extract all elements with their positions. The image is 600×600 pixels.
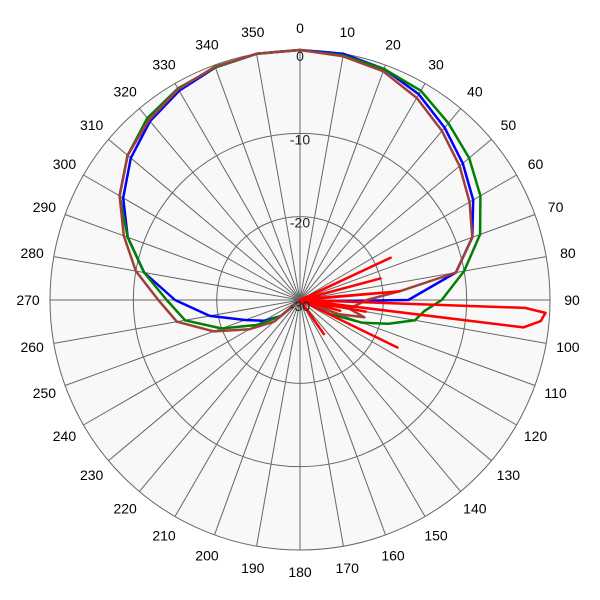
angle-tick-label: 30 bbox=[428, 56, 444, 72]
radial-tick-label: 0 bbox=[296, 48, 304, 64]
grid-spoke bbox=[138, 299, 301, 492]
angle-tick-label: 330 bbox=[152, 56, 176, 72]
grid-spoke bbox=[64, 214, 301, 301]
angle-tick-label: 320 bbox=[113, 84, 137, 100]
grid-spoke bbox=[108, 138, 301, 301]
angle-tick-label: 270 bbox=[16, 292, 40, 308]
angle-tick-label: 90 bbox=[564, 292, 580, 308]
angle-tick-label: 190 bbox=[241, 560, 265, 576]
radial-tick-label: -30 bbox=[290, 298, 310, 314]
angle-tick-label: 0 bbox=[296, 20, 304, 36]
angle-tick-label: 340 bbox=[195, 36, 219, 52]
angle-tick-label: 210 bbox=[152, 528, 176, 544]
grid-spoke bbox=[108, 299, 301, 462]
grid-spoke bbox=[299, 299, 426, 517]
grid-spoke bbox=[174, 299, 301, 517]
series-lines bbox=[118, 48, 547, 349]
grid-spoke bbox=[214, 64, 301, 301]
angle-tick-label: 130 bbox=[497, 467, 521, 483]
angle-tick-label: 230 bbox=[80, 467, 104, 483]
angle-tick-label: 220 bbox=[113, 500, 137, 516]
angle-tick-label: 140 bbox=[463, 500, 487, 516]
angle-tick-labels: 0 10 20 30 40 50 60 70 80 90 100 110 120 130 140 150 160… bbox=[16, 20, 580, 580]
angle-tick-label: 300 bbox=[53, 156, 77, 172]
angle-tick-label: 280 bbox=[20, 245, 44, 261]
angle-tick-label: 250 bbox=[33, 385, 57, 401]
angle-tick-label: 160 bbox=[381, 548, 405, 564]
angle-tick-label: 70 bbox=[548, 199, 564, 215]
grid-spoke bbox=[299, 83, 426, 301]
grid-spoke bbox=[299, 299, 386, 536]
grid-spoke bbox=[299, 299, 344, 547]
angle-tick-label: 100 bbox=[556, 339, 580, 355]
radial-tick-label: -10 bbox=[290, 131, 310, 147]
angle-tick-label: 290 bbox=[33, 199, 57, 215]
angle-tick-label: 180 bbox=[288, 564, 312, 580]
grid-spoke bbox=[256, 299, 301, 547]
angle-tick-label: 60 bbox=[528, 156, 544, 172]
angle-tick-label: 200 bbox=[195, 548, 219, 564]
grid-spoke bbox=[256, 53, 301, 301]
angle-tick-label: 120 bbox=[524, 428, 548, 444]
grid-spoke bbox=[299, 299, 517, 426]
angle-tick-label: 40 bbox=[467, 84, 483, 100]
angle-tick-label: 50 bbox=[501, 117, 517, 133]
angle-tick-label: 80 bbox=[560, 245, 576, 261]
angle-tick-label: 260 bbox=[20, 339, 44, 355]
angle-tick-label: 150 bbox=[424, 528, 448, 544]
angle-tick-label: 110 bbox=[544, 385, 567, 401]
angle-tick-label: 20 bbox=[385, 36, 401, 52]
grid-spoke bbox=[174, 83, 301, 301]
angle-tick-label: 240 bbox=[53, 428, 77, 444]
radial-tick-label: -20 bbox=[290, 215, 310, 231]
grid-spoke bbox=[138, 108, 301, 301]
grid-spoke bbox=[214, 299, 301, 536]
grid-spoke bbox=[299, 108, 462, 301]
radial-tick-labels: 0 -10 -20 -30 bbox=[290, 48, 310, 314]
grid-spoke bbox=[299, 64, 386, 301]
angle-tick-label: 350 bbox=[241, 24, 265, 40]
series-line-3 bbox=[298, 256, 547, 349]
angle-tick-label: 10 bbox=[339, 24, 355, 40]
grid-spoke bbox=[299, 299, 492, 462]
grid-spoke bbox=[53, 256, 301, 301]
angle-tick-label: 170 bbox=[336, 560, 360, 576]
angle-tick-label: 310 bbox=[80, 117, 104, 133]
grid-spoke bbox=[299, 214, 536, 301]
grid-spoke bbox=[299, 299, 462, 492]
grid-spoke bbox=[299, 256, 547, 301]
grid-spoke bbox=[299, 53, 344, 301]
grid-spoke bbox=[64, 299, 301, 386]
